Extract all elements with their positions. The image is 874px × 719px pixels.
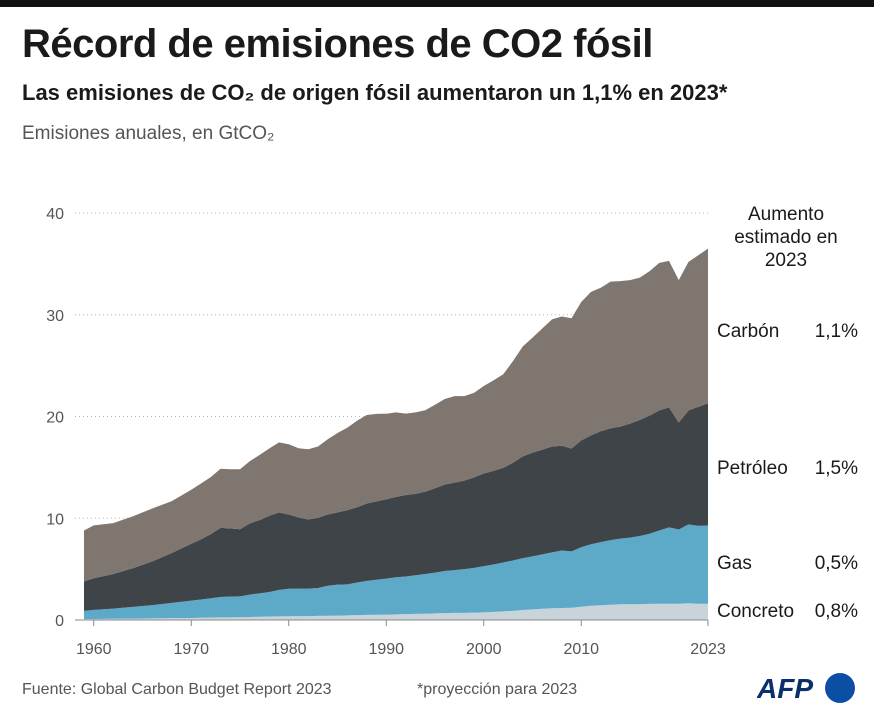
series-label-concreto: Concreto xyxy=(717,601,794,622)
series-label-carbón: Carbón xyxy=(717,321,779,342)
y-tick-label: 40 xyxy=(46,206,64,223)
afp-logo-dot xyxy=(825,673,855,703)
x-tick-label: 2010 xyxy=(563,641,599,658)
top-bar xyxy=(0,0,874,7)
x-tick-label: 1990 xyxy=(368,641,404,658)
chart-subtitle: Las emisiones de CO₂ de origen fósil aum… xyxy=(22,80,728,105)
area-carbón xyxy=(84,248,708,582)
chart-title: Récord de emisiones de CO2 fósil xyxy=(22,22,653,66)
series-label-gas: Gas xyxy=(717,553,752,574)
area-gas xyxy=(84,524,708,619)
area-petróleo xyxy=(84,403,708,611)
x-tick-label: 2023 xyxy=(690,641,726,658)
afp-logo: AFP xyxy=(757,673,855,704)
series-increase-petróleo: 1,5% xyxy=(815,458,858,479)
source-note: Fuente: Global Carbon Budget Report 2023 xyxy=(22,681,332,698)
x-tick-label: 1970 xyxy=(173,641,209,658)
area-concreto xyxy=(84,603,708,620)
y-tick-label: 20 xyxy=(46,410,64,427)
projection-note: *proyección para 2023 xyxy=(417,681,578,698)
series-increase-gas: 0,5% xyxy=(815,553,858,574)
afp-logo-text: AFP xyxy=(757,673,813,704)
y-tick-label: 30 xyxy=(46,308,64,325)
unit-label: Emisiones anuales, en GtCO₂ xyxy=(22,123,275,144)
series-increase-concreto: 0,8% xyxy=(815,601,858,622)
y-tick-label: 10 xyxy=(46,511,64,528)
series-label-petróleo: Petróleo xyxy=(717,458,788,479)
x-tick-label: 1960 xyxy=(76,641,112,658)
x-tick-label: 1980 xyxy=(271,641,307,658)
y-tick-label: 0 xyxy=(55,613,64,630)
legend-title: Aumento estimado en 2023 xyxy=(734,204,838,271)
series-increase-carbón: 1,1% xyxy=(815,321,858,342)
x-tick-label: 2000 xyxy=(466,641,502,658)
